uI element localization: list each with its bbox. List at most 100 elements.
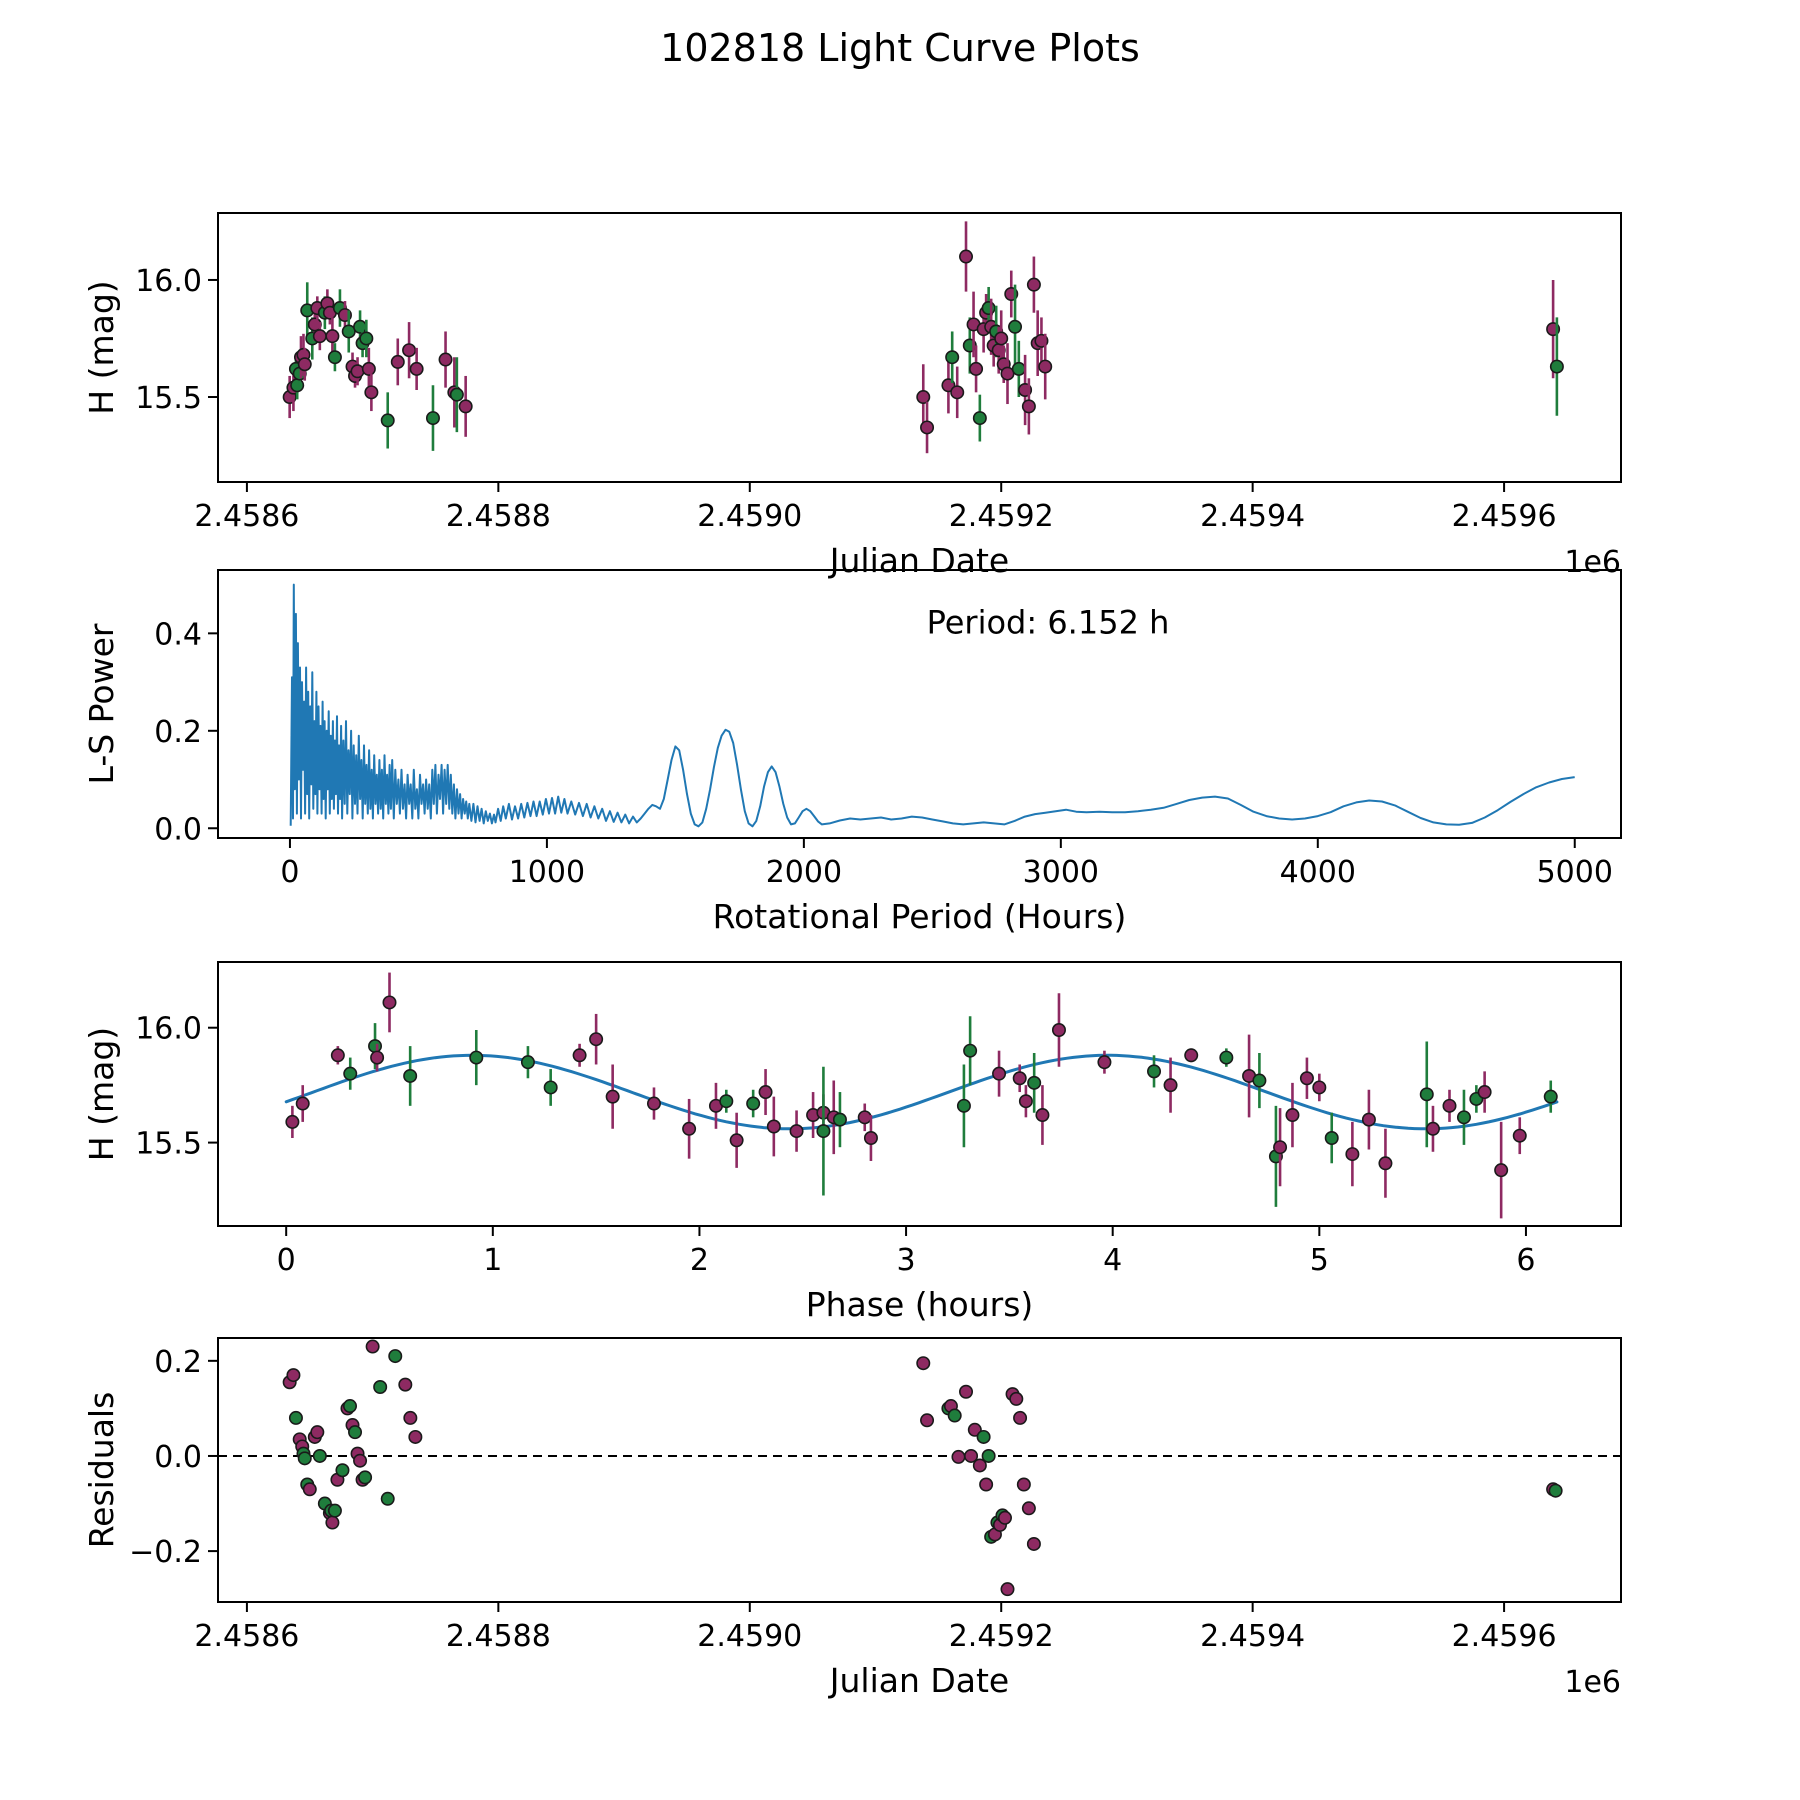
y-tick-label: 0.2	[154, 715, 202, 750]
data-point	[758, 1085, 773, 1100]
data-point	[964, 1448, 979, 1463]
y-axis-ticks: −0.2 0.0 0.2	[129, 1345, 218, 1570]
x-tick-label: 2.4586	[194, 499, 299, 534]
data-point	[370, 1050, 385, 1065]
x-tick-label: 2.4596	[1452, 1619, 1557, 1654]
data-point	[297, 1451, 312, 1466]
axis-offset-label: 1e6	[1564, 545, 1621, 580]
data-point	[403, 1068, 418, 1083]
x-axis-ticks: 2.4586 2.4588 2.4590 2.4592 2.4594 2.4596	[194, 1602, 1557, 1654]
data-point	[1012, 1071, 1027, 1086]
y-axis-ticks: 0.0 0.2 0.4	[154, 617, 218, 847]
data-point	[403, 1410, 418, 1425]
data-point	[916, 1356, 931, 1371]
data-point	[920, 420, 935, 435]
data-point	[1027, 1075, 1042, 1090]
x-axis-label: Julian Date	[828, 541, 1010, 580]
data-point	[327, 1503, 342, 1518]
y-tick-label: 0.4	[154, 617, 202, 652]
data-point	[358, 1470, 373, 1485]
data-point	[1000, 1582, 1015, 1597]
data-point	[1549, 359, 1564, 374]
data-point	[1425, 1121, 1440, 1136]
data-point	[325, 329, 340, 344]
data-point	[605, 1089, 620, 1104]
data-point	[359, 331, 374, 346]
data-point	[288, 1410, 303, 1425]
data-point	[863, 1131, 878, 1146]
x-tick-label: 0	[277, 1243, 296, 1278]
data-point	[746, 1096, 761, 1111]
data-point	[1324, 1131, 1339, 1146]
x-tick-label: 4	[1103, 1243, 1122, 1278]
data-point	[408, 1429, 423, 1444]
data-point	[682, 1121, 697, 1136]
data-point	[285, 1114, 300, 1129]
data-point	[1011, 361, 1026, 376]
data-point	[353, 1453, 368, 1468]
data-point	[1419, 1087, 1434, 1102]
data-point	[365, 1339, 380, 1354]
data-point	[997, 1510, 1012, 1525]
x-tick-label: 2000	[766, 855, 842, 890]
y-tick-label: 16.0	[135, 264, 202, 299]
x-tick-label: 5	[1310, 1243, 1329, 1278]
plot-phase: 0 1 2 3 4 5 6 15.5 16.0 Phase (hours) H (mag)	[82, 961, 1622, 1324]
x-tick-label: 2.4592	[949, 499, 1054, 534]
plot-frame	[217, 961, 1622, 1227]
data-point	[719, 1094, 734, 1109]
data-point	[981, 1448, 996, 1463]
y-axis-label: H (mag)	[82, 280, 121, 414]
data-point	[572, 1048, 587, 1063]
data-point	[1035, 1108, 1050, 1123]
y-axis-label: H (mag)	[82, 1027, 121, 1161]
x-tick-label: 4000	[1280, 855, 1356, 890]
data-point	[325, 1515, 340, 1530]
data-point	[1273, 1140, 1288, 1155]
plot-lightcurve: 2.4586 2.4588 2.4590 2.4592 2.4594 2.4596 15.5…	[82, 212, 1622, 580]
x-tick-label: 1000	[509, 855, 585, 890]
data-point	[382, 995, 397, 1010]
data-point	[816, 1124, 831, 1139]
data-point	[402, 343, 417, 358]
x-axis-ticks: 0 1000 2000 3000 4000 5000	[280, 838, 1613, 890]
data-point	[1038, 359, 1053, 374]
data-point	[766, 1119, 781, 1134]
x-tick-label: 2.4586	[194, 1619, 299, 1654]
data-point	[409, 361, 424, 376]
data-point	[1312, 1080, 1327, 1095]
x-tick-label: 2	[690, 1243, 709, 1278]
data-point	[438, 352, 453, 367]
x-axis-ticks: 0 1 2 3 4 5 6	[277, 1226, 1535, 1278]
data-point	[994, 331, 1009, 346]
data-point	[380, 1491, 395, 1506]
data-point	[1299, 1071, 1314, 1086]
y-axis-ticks: 15.5 16.0	[135, 1012, 218, 1162]
data-point	[1543, 1089, 1558, 1104]
phase-data-layer	[284, 972, 1559, 1219]
data-point	[1008, 319, 1023, 334]
data-point	[373, 1379, 388, 1394]
plot-frame	[217, 212, 1622, 483]
y-tick-label: 0.0	[154, 1440, 202, 1475]
y-tick-label: −0.2	[129, 1535, 202, 1570]
x-tick-label: 2.4590	[697, 499, 802, 534]
data-point	[295, 1096, 310, 1111]
x-axis-label: Julian Date	[828, 1661, 1010, 1700]
lightcurve-data-layer	[282, 221, 1564, 454]
data-point	[976, 1429, 991, 1444]
annotation-period: Period: 6.152 h	[927, 603, 1170, 641]
data-point	[543, 1080, 558, 1095]
data-point	[350, 364, 365, 379]
x-tick-label: 0	[280, 855, 299, 890]
plot-residuals: 2.4586 2.4588 2.4590 2.4592 2.4594 2.4596 −0.2…	[82, 1337, 1622, 1700]
data-point	[1021, 399, 1036, 414]
plot-periodogram: Period: 6.152 h0 1000 2000 3000 4000 50000.00…	[82, 569, 1622, 936]
x-tick-label: 2.4590	[697, 1619, 802, 1654]
data-point	[945, 350, 960, 365]
data-point	[302, 1482, 317, 1497]
data-point	[646, 1096, 661, 1111]
data-point	[1016, 1477, 1031, 1492]
data-point	[1097, 1055, 1112, 1070]
